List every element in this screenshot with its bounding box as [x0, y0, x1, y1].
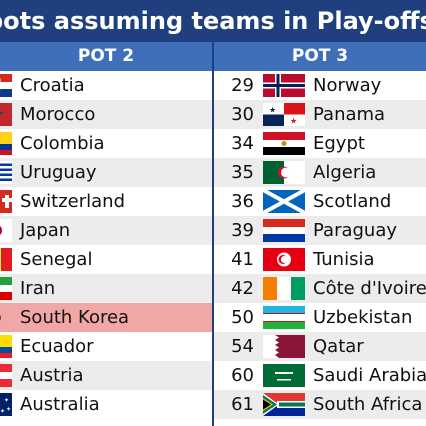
ecuador-flag [0, 335, 12, 358]
team-name: Norway [313, 75, 382, 96]
ranking: 50 [231, 307, 254, 328]
saudi-arabia-flag [263, 364, 305, 387]
tunisia-flag [263, 248, 305, 271]
team-name: Morocco [20, 104, 96, 125]
page-title: pots assuming teams in Play-offs [0, 0, 426, 42]
scotland-flag [263, 190, 305, 213]
pot2-row-highlighted: South Korea [0, 303, 212, 332]
iran-flag [0, 277, 12, 300]
austria-flag [0, 364, 12, 387]
page-title-text: pots assuming teams in Play-offs [0, 7, 426, 35]
team-name: Ecuador [20, 336, 94, 357]
ranking: 39 [231, 220, 254, 241]
pot3-row: 61 South Africa [214, 390, 426, 419]
ranking: 30 [231, 104, 254, 125]
pot2-row: ✦ ✦ ✦ Australia [0, 390, 212, 419]
team-name: Saudi Arabia [313, 365, 426, 386]
colombia-flag [0, 132, 12, 155]
ranking: 42 [231, 278, 254, 299]
panama-flag: ★ ★ [263, 103, 305, 126]
team-name: Paraguay [313, 220, 398, 241]
team-name: Tunisia [313, 249, 375, 270]
pot3-row: 30 ★ ★ Panama [214, 100, 426, 129]
team-name: Algeria [313, 162, 377, 183]
pot2-row: Switzerland [0, 187, 212, 216]
cote-divoire-flag [263, 277, 305, 300]
team-name: Uruguay [20, 162, 97, 183]
team-name: Côte d'Ivoire [313, 278, 426, 299]
pot2-row: Uruguay [0, 158, 212, 187]
japan-flag [0, 219, 12, 242]
pot3-row: 54 Qatar [214, 332, 426, 361]
team-name: South Korea [20, 307, 130, 328]
switzerland-flag [0, 190, 12, 213]
uzbekistan-flag [263, 306, 305, 329]
qatar-flag [263, 335, 305, 358]
team-name: Panama [313, 104, 386, 125]
pot2-row: Austria [0, 361, 212, 390]
team-name: Qatar [313, 336, 364, 357]
norway-flag [263, 74, 305, 97]
pot3-row: 35 Algeria [214, 158, 426, 187]
team-name: Senegal [20, 249, 93, 270]
team-name: Japan [20, 220, 71, 241]
uruguay-flag [0, 161, 12, 184]
team-name: Australia [20, 394, 100, 415]
pot3-row: 42 Côte d'Ivoire [214, 274, 426, 303]
pot3-row: 50 Uzbekistan [214, 303, 426, 332]
team-name: Austria [20, 365, 84, 386]
pot2-row: Colombia [0, 129, 212, 158]
ranking: 36 [231, 191, 254, 212]
pot3-row: 39 Paraguay [214, 216, 426, 245]
croatia-flag [0, 74, 12, 97]
algeria-flag [263, 161, 305, 184]
ranking: 41 [231, 249, 254, 270]
pot2-row: Iran [0, 274, 212, 303]
team-name: Scotland [313, 191, 392, 212]
ranking: 29 [231, 75, 254, 96]
senegal-flag [0, 248, 12, 271]
australia-flag: ✦ ✦ ✦ [0, 393, 12, 416]
paraguay-flag [263, 219, 305, 242]
team-name: Colombia [20, 133, 105, 154]
team-name: South Africa [313, 394, 423, 415]
pot3-row: 60 Saudi Arabia [214, 361, 426, 390]
morocco-flag [0, 103, 12, 126]
svg-text:✦: ✦ [4, 397, 9, 404]
svg-text:✦: ✦ [6, 406, 11, 413]
svg-text:★: ★ [269, 106, 276, 115]
pot2-row: Ecuador [0, 332, 212, 361]
pot-3-header: POT 3 [214, 42, 426, 71]
svg-text:★: ★ [290, 117, 297, 126]
pot3-row: 29 Norway [214, 71, 426, 100]
pot3-row: 36 Scotland [214, 187, 426, 216]
column-divider [212, 42, 214, 426]
pot2-row: Senegal [0, 245, 212, 274]
team-name: Croatia [20, 75, 85, 96]
svg-text:✦: ✦ [0, 408, 5, 415]
ranking: 35 [231, 162, 254, 183]
team-name: Egypt [313, 133, 365, 154]
south-africa-flag [263, 393, 305, 416]
pot2-row: Japan [0, 216, 212, 245]
egypt-flag [263, 132, 305, 155]
ranking: 54 [231, 336, 254, 357]
pot2-row: Croatia [0, 71, 212, 100]
pot-2-header: POT 2 [0, 42, 212, 71]
pot3-row: 34 Egypt [214, 129, 426, 158]
ranking: 60 [231, 365, 254, 386]
ranking: 61 [231, 394, 254, 415]
team-name: Switzerland [20, 191, 125, 212]
pot2-row: Morocco [0, 100, 212, 129]
team-name: Iran [20, 278, 56, 299]
pot3-row: 41 Tunisia [214, 245, 426, 274]
ranking: 34 [231, 133, 254, 154]
south-korea-flag [0, 306, 12, 329]
team-name: Uzbekistan [313, 307, 413, 328]
